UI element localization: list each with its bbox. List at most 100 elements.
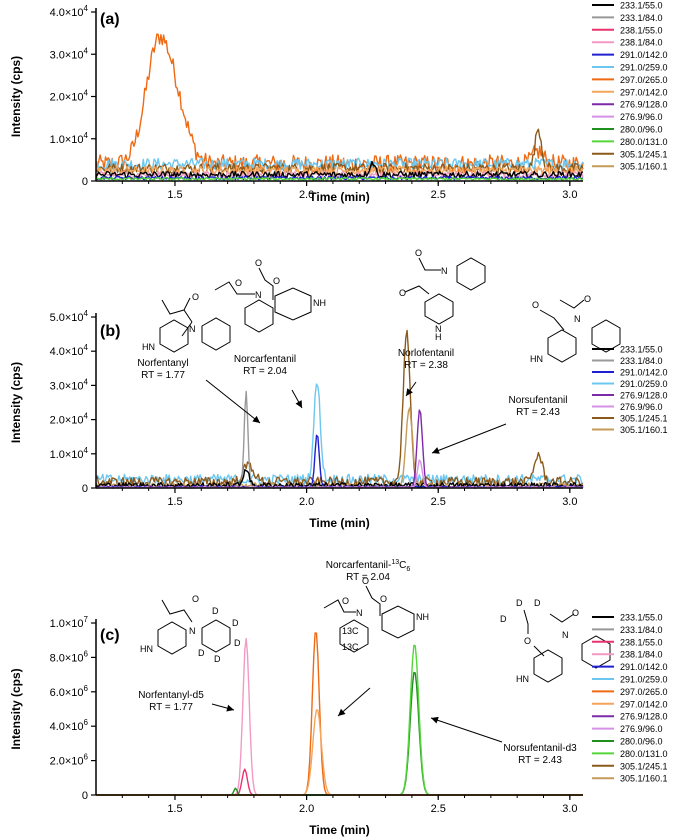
svg-text:HN: HN [516, 674, 529, 684]
legend-entry: 291.0/142.0 [620, 50, 668, 60]
annotation-arrow [337, 687, 371, 717]
y-tick-label: 4.0×104 [50, 343, 89, 358]
y-tick-label: 4.0×104 [50, 4, 89, 19]
annotation-arrowhead [432, 447, 440, 454]
svg-text:O: O [415, 248, 422, 258]
legend-entry: 297.0/142.0 [620, 87, 668, 97]
annotation-arrowhead [252, 415, 260, 423]
x-axis-title: Time (min) [309, 516, 369, 530]
annotation-arrowhead [338, 708, 346, 716]
norsufentanil-structure: O N O HN [530, 294, 621, 364]
series-line-280.0/131.0 [96, 644, 583, 796]
svg-text:H: H [435, 332, 442, 342]
svg-text:O: O [584, 294, 591, 304]
svg-text:O: O [572, 608, 579, 618]
series-group [95, 33, 584, 181]
legend-entry: 297.0/142.0 [620, 699, 668, 709]
svg-text:D: D [534, 598, 541, 608]
series-line-280.0/131.0 [95, 176, 584, 181]
x-tick-label: 2.5 [431, 496, 446, 508]
svg-text:HN: HN [140, 644, 153, 654]
svg-text:N: N [255, 290, 262, 300]
annotation-rt: RT = 2.43 [516, 407, 560, 418]
svg-text:NH: NH [416, 612, 429, 622]
x-tick-label: 2.0 [299, 803, 314, 815]
svg-text:O: O [362, 576, 369, 586]
legend-entry: 233.1/55.0 [620, 1, 663, 11]
annotation-arrowhead [226, 704, 234, 712]
y-tick-label: 0 [82, 483, 88, 495]
legend-entry: 305.1/245.1 [620, 414, 668, 424]
norsufentanil-d3-structure: D D D O N O HN [500, 598, 611, 684]
panel-label: (b) [100, 323, 120, 340]
annotation-name: Norfentanyl [137, 358, 188, 369]
y-tick-label: 8.0×106 [50, 649, 89, 664]
svg-text:D: D [500, 614, 507, 624]
svg-text:N: N [356, 608, 363, 618]
y-tick-label: 3.0×104 [50, 46, 89, 61]
annotation-rt: RT = 2.43 [518, 755, 562, 766]
svg-text:13C: 13C [342, 626, 359, 636]
y-tick-label: 5.0×104 [50, 309, 89, 324]
svg-text:N: N [189, 324, 196, 334]
chart-panel-1: 1.5 2.0 2.5 3.0 0 1.0×104 2.0×104 3.0×104 4.0×10… [9, 1, 668, 205]
svg-text:O: O [342, 596, 349, 606]
svg-text:O: O [273, 276, 280, 286]
annotation-rt: RT = 2.38 [404, 360, 448, 371]
series-line-297.0/142.0 [95, 165, 584, 176]
legend-entry: 280.0/96.0 [620, 737, 663, 747]
series-group [95, 329, 584, 489]
legend-entry: 280.0/131.0 [620, 749, 668, 759]
x-tick-label: 3.0 [562, 803, 577, 815]
annotation-rt: RT = 1.77 [149, 702, 193, 713]
legend-entry: 233.1/84.0 [620, 13, 663, 23]
svg-text:N: N [435, 324, 442, 334]
legend: 233.1/55.0 233.1/84.0 238.1/55.0 238.1/84.0… [592, 1, 668, 172]
series-line-233.1/55.0 [95, 160, 584, 179]
panel-label: (c) [100, 627, 120, 644]
norcarfentanil-structure: O O O N NH [214, 258, 326, 333]
legend-entry: 276.9/96.0 [620, 112, 663, 122]
svg-text:HN: HN [142, 342, 155, 352]
annotation-name: Norlofentanil [398, 348, 454, 359]
svg-text:D: D [232, 618, 239, 628]
annotation-name: Norcarfentanil [234, 354, 296, 365]
y-tick-label: 2.0×106 [50, 753, 89, 768]
svg-text:13C: 13C [342, 642, 359, 652]
legend-entry: 233.1/55.0 [620, 613, 663, 623]
legend-entry: 238.1/55.0 [620, 25, 663, 35]
annotation-arrowhead [406, 388, 413, 396]
norfentanyl-structure: O N HN [142, 292, 231, 353]
svg-text:O: O [235, 278, 242, 288]
y-axis-title: Intensity (cps) [9, 668, 23, 749]
legend-entry: 305.1/245.1 [620, 149, 668, 159]
x-tick-label: 1.5 [167, 803, 182, 815]
svg-text:D: D [516, 598, 523, 608]
x-tick-label: 2.0 [299, 496, 314, 508]
svg-text:N: N [574, 314, 581, 324]
annotation-arrow [430, 717, 503, 743]
svg-text:D: D [198, 648, 205, 658]
y-tick-label: 3.0×104 [50, 377, 89, 392]
y-axis-title: Intensity (cps) [9, 362, 23, 443]
legend-entry: 276.9/96.0 [620, 724, 663, 734]
x-axis-title: Time (min) [309, 823, 369, 837]
legend-entry: 233.1/84.0 [620, 625, 663, 635]
legend-entry: 233.1/55.0 [620, 345, 663, 355]
norcarfentanil-13c6-structure: O O O N NH 13C 13C [323, 576, 429, 653]
series-line-238.1/55.0 [96, 768, 583, 796]
annotation-name: Norsufentanil-d3 [503, 743, 577, 754]
norfentanyl-d5-structure: O N D D D D D HN [140, 594, 241, 664]
legend-entry: 280.0/131.0 [620, 137, 668, 147]
norlofentanil-structure: O N O N H [399, 248, 486, 342]
legend-entry: 305.1/160.1 [620, 774, 668, 784]
legend-entry: 233.1/84.0 [620, 356, 663, 366]
legend-entry: 305.1/160.1 [620, 162, 668, 172]
x-tick-label: 1.5 [167, 496, 182, 508]
annotation-arrow [431, 423, 507, 454]
svg-text:N: N [562, 630, 569, 640]
svg-text:D: D [212, 606, 219, 616]
annotation-rt: RT = 2.04 [346, 572, 390, 583]
